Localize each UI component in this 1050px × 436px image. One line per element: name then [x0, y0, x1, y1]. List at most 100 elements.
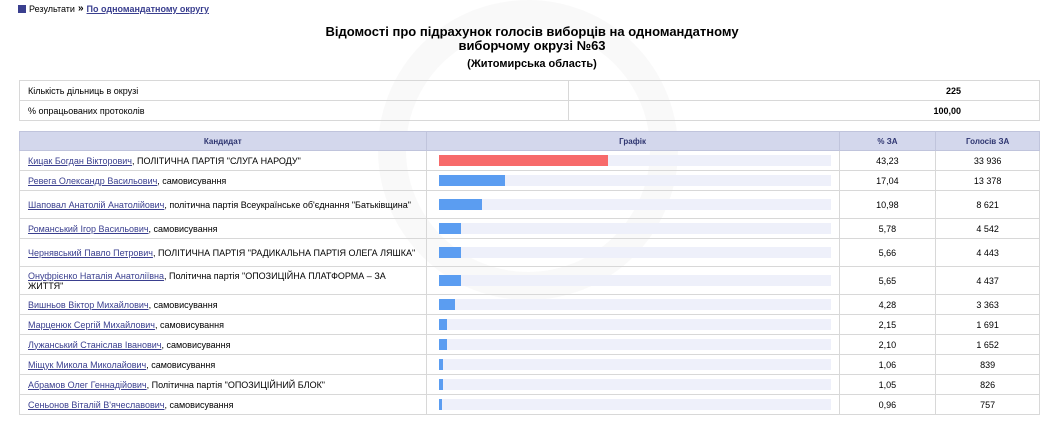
- candidate-row: Романський Ігор Васильович, самовисуванн…: [19, 218, 1040, 239]
- candidate-name-link[interactable]: Міщук Микола Миколайович: [28, 359, 147, 370]
- candidate-cell: Кицак Богдан Вікторович, ПОЛІТИЧНА ПАРТІ…: [19, 150, 427, 171]
- bar-track: [438, 275, 831, 286]
- percent-cell: 5,66: [838, 238, 937, 267]
- candidate-cell: Міщук Микола Миколайович, самовисування: [19, 354, 427, 375]
- percent-cell: 10,98: [838, 190, 937, 219]
- candidate-name-link[interactable]: Романський Ігор Васильович: [28, 223, 149, 234]
- candidate-cell: Лужанський Станіслав Іванович, самовисув…: [19, 334, 427, 355]
- candidate-name-link[interactable]: Шаповал Анатолій Анатолійович: [28, 199, 165, 210]
- page-title: Відомості про підрахунок голосів виборці…: [0, 25, 1050, 53]
- percent-cell: 17,04: [838, 170, 937, 191]
- candidate-row: Міщук Микола Миколайович, самовисування 1…: [19, 354, 1040, 375]
- candidate-cell: Вишньов Віктор Михайлович, самовисування: [19, 294, 427, 315]
- vote-share-bar: [438, 175, 506, 186]
- candidate-party: , Політична партія "ОПОЗИЦІЙНА ПЛАТФОРМА…: [28, 270, 386, 291]
- candidate-name-link[interactable]: Марценюк Сергій Михайлович: [28, 319, 155, 330]
- votes-cell: 4 443: [935, 238, 1040, 267]
- votes-cell: 13 378: [935, 170, 1040, 191]
- vote-share-bar: [438, 399, 443, 410]
- percent-cell: 2,10: [838, 334, 937, 355]
- breadcrumb-root: Результати: [29, 3, 75, 14]
- candidate-name-link[interactable]: Онуфрієнко Наталія Анатоліївна: [28, 270, 164, 281]
- bar-track: [438, 379, 831, 390]
- candidate-cell: Романський Ігор Васильович, самовисуванн…: [19, 218, 427, 239]
- candidate-party: , самовисування: [157, 175, 227, 186]
- vote-share-bar: [438, 379, 443, 390]
- bar-track: [438, 223, 831, 234]
- vote-share-bar: [438, 319, 447, 330]
- bar-track: [438, 199, 831, 210]
- bar-track: [438, 399, 831, 410]
- chart-cell: [425, 374, 840, 395]
- chart-cell: [425, 190, 840, 219]
- results-header-row: Кандидат Графік % ЗА Голосів ЗА: [19, 131, 1040, 151]
- candidate-party: , самовисування: [161, 339, 231, 350]
- vote-share-bar: [438, 247, 461, 258]
- chart-cell: [425, 238, 840, 267]
- vote-share-bar: [438, 359, 443, 370]
- candidate-party: , самовисування: [164, 399, 234, 410]
- chart-cell: [425, 294, 840, 315]
- candidate-party: , самовисування: [148, 223, 218, 234]
- column-header-chart: Графік: [425, 131, 840, 151]
- candidate-party: , самовисування: [154, 319, 224, 330]
- summary-value: 100,00: [568, 100, 1040, 121]
- column-header-percent: % ЗА: [838, 131, 937, 151]
- candidate-row: Чернявський Павло Петрович, ПОЛІТИЧНА ПА…: [19, 238, 1040, 267]
- percent-cell: 0,96: [838, 394, 937, 415]
- candidate-name-link[interactable]: Сеньонов Віталій В'ячеславович: [28, 399, 165, 410]
- bar-track: [438, 359, 831, 370]
- percent-cell: 1,05: [838, 374, 937, 395]
- bar-track: [438, 155, 831, 166]
- candidate-name-link[interactable]: Вишньов Віктор Михайлович: [28, 299, 149, 310]
- breadcrumb-separator: »: [77, 3, 84, 14]
- breadcrumb-current-link[interactable]: По одномандатному округу: [86, 3, 210, 14]
- candidate-row: Шаповал Анатолій Анатолійович, політична…: [19, 190, 1040, 219]
- summary-row: Кількість дільниць в окрузі 225: [18, 80, 1040, 101]
- candidate-party: , ПОЛІТИЧНА ПАРТІЯ "СЛУГА НАРОДУ": [131, 155, 301, 166]
- summary-table: Кількість дільниць в окрузі 225 % опраць…: [18, 80, 1040, 121]
- chart-cell: [425, 334, 840, 355]
- candidate-name-link[interactable]: Абрамов Олег Геннадійович: [28, 379, 147, 390]
- candidate-name-link[interactable]: Лужанський Станіслав Іванович: [28, 339, 162, 350]
- candidate-party: , самовисування: [148, 299, 218, 310]
- candidate-row: Марценюк Сергій Михайлович, самовисуванн…: [19, 314, 1040, 335]
- vote-share-bar: [438, 299, 456, 310]
- chart-cell: [425, 266, 840, 295]
- candidate-cell: Ревега Олександр Васильович, самовисуван…: [19, 170, 427, 191]
- candidate-party: , політична партія Всеукраїнське об'єдна…: [164, 199, 411, 210]
- votes-cell: 3 363: [935, 294, 1040, 315]
- percent-cell: 4,28: [838, 294, 937, 315]
- candidate-cell: Сеньонов Віталій В'ячеславович, самовису…: [19, 394, 427, 415]
- votes-cell: 1 691: [935, 314, 1040, 335]
- candidate-name-link[interactable]: Чернявський Павло Петрович: [28, 247, 153, 258]
- candidate-row: Ревега Олександр Васильович, самовисуван…: [19, 170, 1040, 191]
- candidate-cell: Шаповал Анатолій Анатолійович, політична…: [19, 190, 427, 219]
- vote-share-bar: [438, 223, 462, 234]
- chart-cell: [425, 394, 840, 415]
- vote-share-bar: [438, 339, 447, 350]
- percent-cell: 1,06: [838, 354, 937, 375]
- bar-track: [438, 175, 831, 186]
- percent-cell: 5,65: [838, 266, 937, 295]
- chart-cell: [425, 314, 840, 335]
- candidate-name-link[interactable]: Ревега Олександр Васильович: [28, 175, 158, 186]
- votes-cell: 826: [935, 374, 1040, 395]
- votes-cell: 33 936: [935, 150, 1040, 171]
- summary-label: % опрацьованих протоколів: [18, 100, 570, 121]
- breadcrumb: Результати » По одномандатному округу: [18, 3, 209, 14]
- percent-cell: 2,15: [838, 314, 937, 335]
- vote-share-bar: [438, 155, 609, 166]
- votes-cell: 8 621: [935, 190, 1040, 219]
- page-title-line2: виборчому окрузі №63: [458, 38, 606, 53]
- bar-track: [438, 247, 831, 258]
- candidate-row: Абрамов Олег Геннадійович, Політична пар…: [19, 374, 1040, 395]
- candidate-name-link[interactable]: Кицак Богдан Вікторович: [28, 155, 132, 166]
- results-body: Кицак Богдан Вікторович, ПОЛІТИЧНА ПАРТІ…: [19, 150, 1040, 415]
- candidate-row: Сеньонов Віталій В'ячеславович, самовису…: [19, 394, 1040, 415]
- votes-cell: 1 652: [935, 334, 1040, 355]
- vote-share-bar: [438, 199, 482, 210]
- results-table: Кандидат Графік % ЗА Голосів ЗА Кицак Бо…: [19, 131, 1040, 415]
- candidate-row: Кицак Богдан Вікторович, ПОЛІТИЧНА ПАРТІ…: [19, 150, 1040, 171]
- chart-cell: [425, 354, 840, 375]
